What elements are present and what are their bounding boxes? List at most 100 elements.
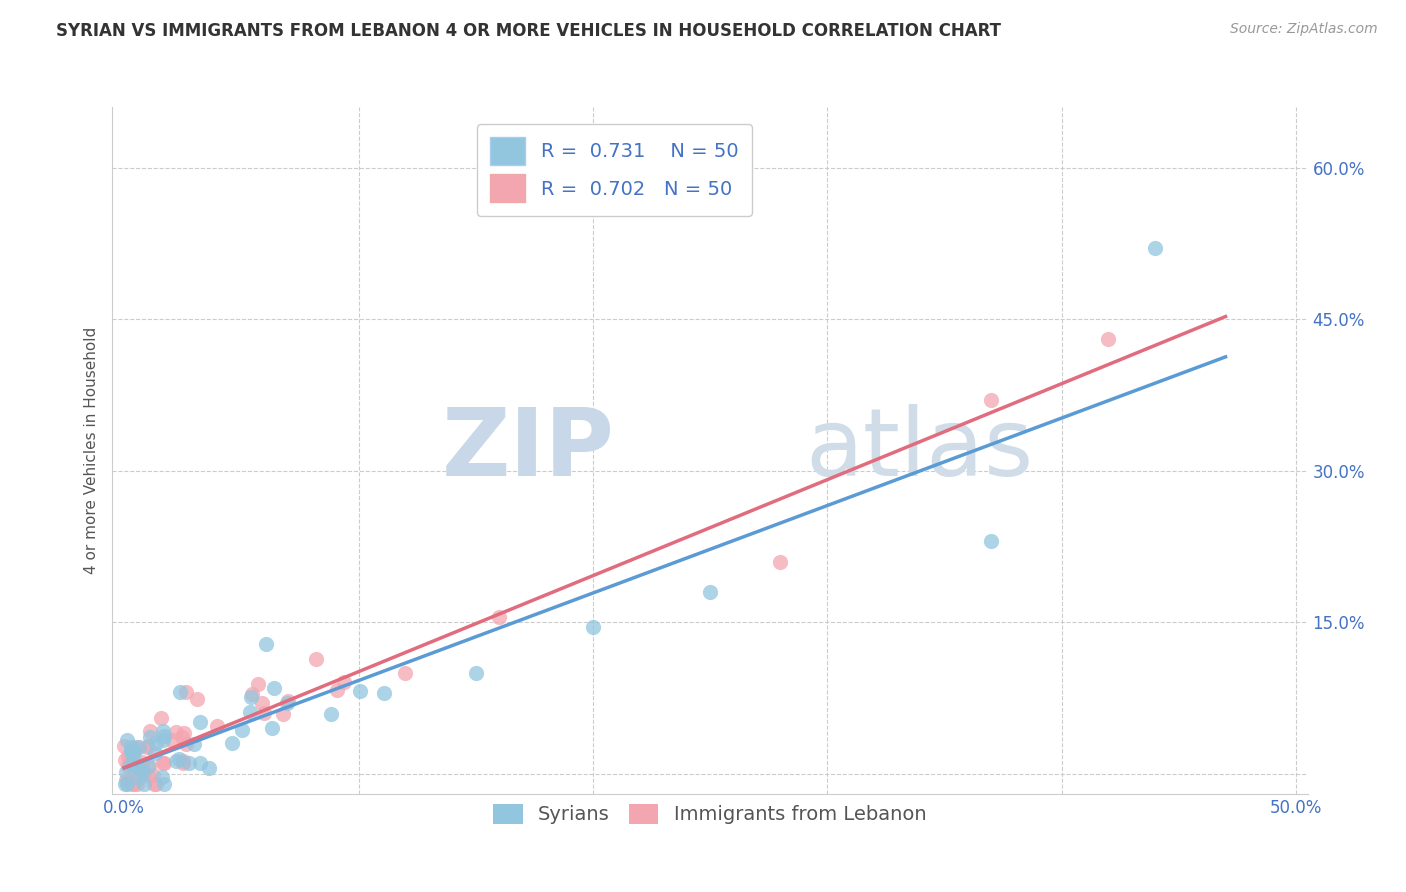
Point: [239, 706, 262, 720]
Point: [128, 740, 150, 755]
Point: [145, 777, 167, 791]
Point: [149, 711, 172, 725]
Point: [277, 694, 299, 708]
Point: [120, 744, 142, 758]
Point: [221, 736, 243, 750]
Point: [114, 739, 136, 754]
Point: [129, 759, 152, 773]
Point: [260, 721, 283, 735]
Point: [121, 749, 143, 764]
Point: [138, 759, 160, 773]
Point: [332, 674, 354, 689]
Point: [145, 736, 167, 750]
Point: [142, 777, 165, 791]
Point: [464, 665, 486, 680]
Point: [253, 706, 276, 720]
Point: [132, 764, 155, 779]
Point: [169, 685, 191, 699]
Point: [1097, 332, 1119, 346]
Point: [121, 745, 143, 759]
Point: [769, 555, 792, 569]
Point: [174, 685, 197, 699]
Point: [263, 681, 285, 695]
Point: [122, 757, 145, 772]
Point: [131, 755, 153, 769]
Text: ZIP: ZIP: [441, 404, 614, 497]
Point: [152, 732, 174, 747]
Point: [240, 690, 263, 704]
Point: [139, 723, 162, 738]
Point: [122, 744, 145, 758]
Point: [132, 766, 155, 780]
Point: [172, 754, 194, 768]
Point: [117, 775, 139, 789]
Point: [128, 771, 150, 785]
Point: [980, 392, 1002, 407]
Point: [165, 754, 187, 768]
Y-axis label: 4 or more Vehicles in Household: 4 or more Vehicles in Household: [83, 326, 98, 574]
Point: [183, 737, 205, 751]
Point: [118, 756, 141, 771]
Point: [125, 777, 148, 791]
Point: [242, 687, 264, 701]
Point: [132, 777, 155, 791]
Point: [174, 737, 197, 751]
Point: [177, 756, 200, 770]
Point: [115, 765, 138, 780]
Point: [153, 777, 176, 791]
Point: [349, 684, 371, 698]
Point: [153, 756, 176, 771]
Point: [152, 724, 174, 739]
Point: [136, 739, 159, 754]
Point: [321, 706, 343, 721]
Point: [172, 731, 194, 745]
Point: [247, 677, 270, 691]
Point: [142, 768, 165, 782]
Point: [117, 748, 139, 763]
Point: [172, 756, 194, 770]
Point: [115, 733, 138, 747]
Point: [114, 753, 136, 767]
Point: [150, 770, 173, 784]
Point: [136, 739, 159, 753]
Text: SYRIAN VS IMMIGRANTS FROM LEBANON 4 OR MORE VEHICLES IN HOUSEHOLD CORRELATION CH: SYRIAN VS IMMIGRANTS FROM LEBANON 4 OR M…: [56, 22, 1001, 40]
Point: [250, 696, 273, 710]
Point: [162, 732, 184, 747]
Legend: Syrians, Immigrants from Lebanon: Syrians, Immigrants from Lebanon: [485, 797, 935, 832]
Point: [136, 759, 159, 773]
Text: atlas: atlas: [806, 404, 1033, 497]
Point: [152, 756, 174, 771]
Text: Source: ZipAtlas.com: Source: ZipAtlas.com: [1230, 22, 1378, 37]
Point: [980, 534, 1002, 549]
Point: [165, 725, 187, 739]
Point: [699, 585, 721, 599]
Point: [115, 773, 138, 788]
Point: [128, 762, 150, 776]
Point: [143, 746, 166, 760]
Point: [186, 692, 208, 706]
Point: [114, 777, 136, 791]
Point: [122, 777, 145, 791]
Point: [120, 739, 142, 754]
Point: [173, 726, 195, 740]
Point: [120, 757, 142, 772]
Point: [188, 714, 211, 729]
Point: [254, 637, 277, 651]
Point: [326, 682, 349, 697]
Point: [1144, 242, 1167, 256]
Point: [121, 770, 143, 784]
Point: [276, 696, 298, 710]
Point: [188, 756, 211, 770]
Point: [121, 743, 143, 757]
Point: [115, 777, 138, 791]
Point: [139, 730, 162, 744]
Point: [136, 768, 159, 782]
Point: [394, 665, 416, 680]
Point: [231, 723, 253, 738]
Point: [121, 777, 143, 791]
Point: [205, 718, 228, 732]
Point: [373, 686, 395, 700]
Point: [198, 761, 221, 775]
Point: [125, 739, 148, 754]
Point: [167, 752, 190, 766]
